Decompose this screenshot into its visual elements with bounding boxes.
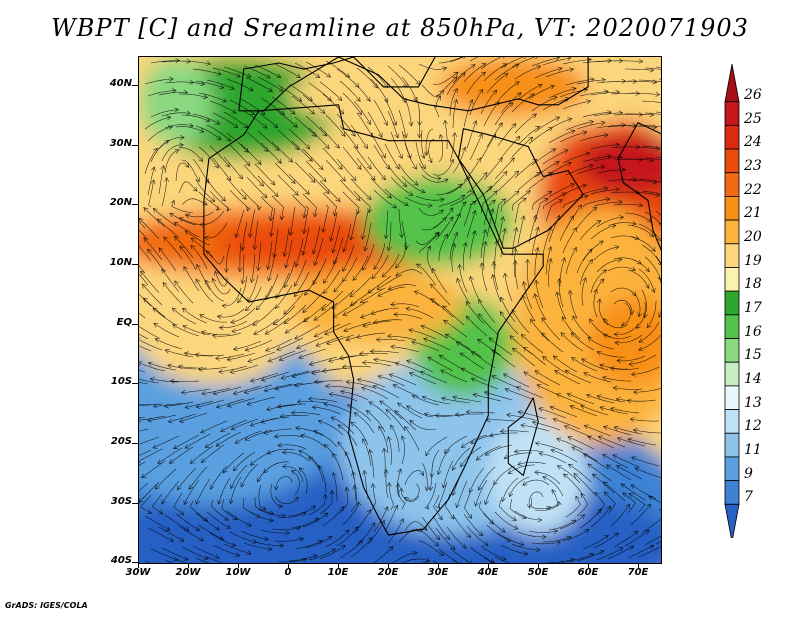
colorbar-label: 16 xyxy=(744,323,762,340)
chart-title: WBPT [C] and Sreamline at 850hPa, VT: 20… xyxy=(51,14,749,42)
colorbar-label: 14 xyxy=(744,371,762,388)
lon-label: 30E xyxy=(427,567,449,578)
field-mozambique-channel xyxy=(488,415,589,536)
field-east-africa-green xyxy=(363,176,514,267)
lat-tick xyxy=(132,443,138,444)
lon-label: 40E xyxy=(477,567,499,578)
colorbar-segment xyxy=(724,196,740,221)
colorbar-label: 15 xyxy=(744,347,762,364)
lon-label: 0 xyxy=(284,567,292,578)
colorbar-label: 12 xyxy=(744,418,762,435)
field-gulf-guinea xyxy=(139,296,289,386)
lon-tick xyxy=(188,563,189,568)
lon-label: 30W xyxy=(125,567,151,578)
lat-tick xyxy=(132,145,138,146)
lon-tick xyxy=(138,563,139,568)
europe-coastline xyxy=(238,57,589,112)
lat-tick xyxy=(132,85,138,86)
india-coastline xyxy=(617,121,661,251)
lat-tick xyxy=(132,204,138,205)
colorbar-segment xyxy=(724,338,740,363)
madagascar-coastline xyxy=(507,397,539,477)
lat-label: EQ xyxy=(116,317,132,328)
lon-tick xyxy=(388,563,389,568)
field-central-africa xyxy=(288,266,464,344)
grads-credit: GrADS: IGES/COLA xyxy=(5,601,88,610)
lon-label: 60E xyxy=(577,567,599,578)
colorbar-label: 23 xyxy=(744,157,762,174)
lon-label: 50E xyxy=(527,567,549,578)
lat-label: 40N xyxy=(109,78,132,89)
lat-label: 10N xyxy=(109,257,132,268)
colorbar-label: 17 xyxy=(744,300,762,316)
field-indian-ocean-warm xyxy=(513,206,661,446)
lon-tick xyxy=(638,563,639,568)
wbpt-field-map xyxy=(139,57,661,563)
lon-tick xyxy=(488,563,489,568)
colorbar-label: 25 xyxy=(744,110,762,127)
lat-label: 20N xyxy=(109,197,132,208)
lon-label: 10W xyxy=(225,567,251,578)
colorbar-segment xyxy=(724,503,740,538)
lon-label: 70E xyxy=(627,567,649,578)
lon-tick xyxy=(538,563,539,568)
colorbar-label: 19 xyxy=(744,252,762,269)
lat-label: 10S xyxy=(110,376,132,387)
colorbar-segment xyxy=(724,361,740,387)
lat-label: 40S xyxy=(110,555,132,566)
colorbar-segment xyxy=(724,124,740,150)
colorbar-label: 9 xyxy=(744,465,753,482)
field-atlantic-nw xyxy=(139,57,214,147)
colorbar-segment xyxy=(724,148,740,174)
lat-tick xyxy=(132,562,138,563)
lon-label: 20E xyxy=(377,567,399,578)
colorbar-segment xyxy=(724,172,740,197)
colorbar-label: 22 xyxy=(744,181,762,198)
colorbar-segment xyxy=(724,314,740,339)
streamlines xyxy=(139,57,661,563)
colorbar-label: 18 xyxy=(744,276,762,293)
lon-label: 10E xyxy=(327,567,349,578)
colorbar-label: 11 xyxy=(744,442,762,459)
colorbar-segment xyxy=(724,385,740,410)
colorbar-label: 13 xyxy=(744,394,762,411)
lat-label: 30S xyxy=(110,496,132,507)
colorbar-label: 26 xyxy=(744,86,762,103)
colorbar-label: 21 xyxy=(744,205,762,222)
colorbar-segment xyxy=(724,456,740,482)
lon-tick xyxy=(438,563,439,568)
colorbar-label: 7 xyxy=(744,489,753,506)
colorbar-scale xyxy=(724,63,740,538)
lat-label: 30N xyxy=(109,138,132,149)
colorbar-label: 24 xyxy=(744,134,762,151)
lat-tick xyxy=(132,264,138,265)
lat-label: 20S xyxy=(110,436,132,447)
colorbar-segment xyxy=(724,219,740,245)
colorbar-segment xyxy=(724,409,740,434)
colorbar-label: 20 xyxy=(744,228,762,245)
field-middle-east xyxy=(438,57,589,117)
lon-tick xyxy=(588,563,589,568)
weather-map xyxy=(138,56,662,564)
lon-tick xyxy=(288,563,289,568)
lat-tick xyxy=(132,383,138,384)
colorbar-segment xyxy=(724,243,740,268)
colorbar-segment xyxy=(724,267,740,292)
lon-label: 20W xyxy=(175,567,201,578)
colorbar-segment xyxy=(724,290,740,316)
lon-tick xyxy=(338,563,339,568)
colorbar-segment xyxy=(724,432,740,458)
arabia-coastline xyxy=(457,128,584,249)
colorbar-segment xyxy=(724,101,740,126)
colorbar-segment xyxy=(724,480,740,505)
lon-tick xyxy=(238,563,239,568)
colorbar-segment xyxy=(724,63,740,103)
lat-tick xyxy=(132,324,138,325)
lat-tick xyxy=(132,503,138,504)
